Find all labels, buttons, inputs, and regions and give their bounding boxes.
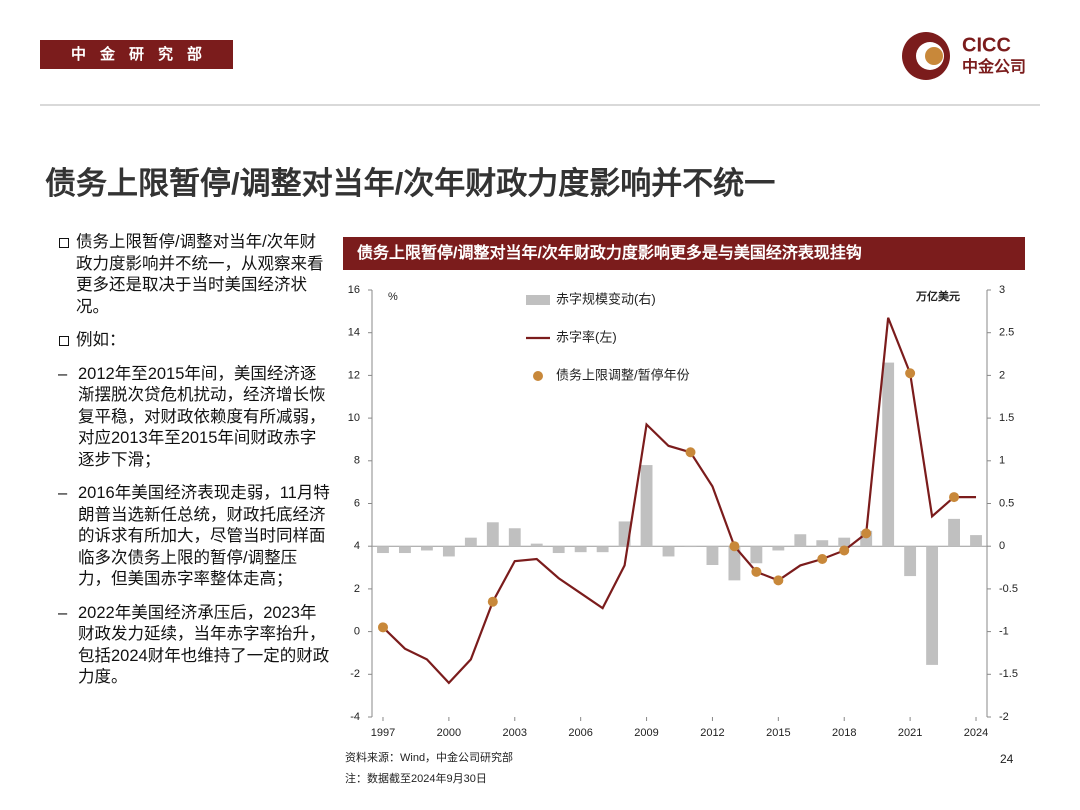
dot	[751, 566, 762, 577]
bar	[552, 546, 565, 554]
legend-label: 赤字率(左)	[556, 329, 617, 344]
page-number: 24	[1000, 752, 1014, 766]
bar	[794, 534, 807, 547]
bar	[399, 546, 411, 554]
x-tick-label: 2018	[832, 727, 856, 739]
logo-en: CICC	[962, 34, 1011, 56]
sub-bullet: 2012年至2015年间，美国经济逐渐摆脱次贷危机扰动，经济增长恢复平稳，对财政…	[58, 364, 330, 472]
bar	[860, 530, 873, 547]
x-tick-label: 2003	[503, 727, 527, 739]
bar	[464, 537, 477, 547]
bar	[904, 546, 917, 577]
dot	[839, 545, 850, 556]
slide-title: 债务上限暂停/调整对当年/次年财政力度影响并不统一	[45, 166, 776, 201]
logo: CICC 中金公司	[902, 32, 1026, 80]
bar	[574, 546, 587, 553]
y2-tick-label: 2.5	[999, 327, 1014, 339]
bar	[816, 540, 829, 547]
y-tick-label: 0	[354, 626, 360, 638]
bar	[442, 546, 455, 557]
y2-tick-label: -2	[999, 711, 1009, 723]
y2-tick-label: 3	[999, 284, 1005, 296]
x-tick-label: 1997	[371, 727, 395, 739]
x-tick-label: 2000	[437, 727, 461, 739]
dot	[685, 447, 696, 458]
dot	[487, 596, 498, 607]
y-tick-label: 8	[354, 455, 360, 467]
y-tick-label: -2	[350, 668, 360, 680]
bar	[706, 546, 719, 565]
sub-bullet: 2016年美国经济表现走弱，11月特朗普当选新任总统，财政托底经济的诉求有所加大…	[58, 483, 330, 591]
x-tick-label: 2012	[700, 727, 724, 739]
bar	[508, 528, 521, 547]
bar	[640, 465, 653, 547]
y2-tick-label: -1.5	[999, 668, 1018, 680]
y2-tick-label: 2	[999, 369, 1005, 381]
bar	[618, 521, 631, 547]
dot	[773, 575, 784, 586]
dot	[817, 554, 828, 565]
bar	[750, 546, 763, 564]
y-tick-label: 16	[348, 284, 360, 296]
bullet: 债务上限暂停/调整对当年/次年财政力度影响并不统一，从观察来看更多还是取决于当时…	[58, 232, 330, 318]
bar	[420, 546, 433, 551]
y2-tick-label: 0	[999, 540, 1005, 552]
bar	[684, 546, 697, 548]
y2-tick-label: 1	[999, 455, 1005, 467]
y-tick-label: 10	[348, 412, 360, 424]
bar	[772, 546, 785, 551]
y-axis-label: %	[388, 291, 398, 303]
y-tick-label: 6	[354, 497, 360, 509]
legend-swatch	[526, 295, 550, 305]
bar	[728, 546, 741, 581]
y2-tick-label: 1.5	[999, 412, 1014, 424]
y-tick-label: 14	[348, 327, 360, 339]
y2-tick-label: -0.5	[999, 583, 1018, 595]
bullet-list: 债务上限暂停/调整对当年/次年财政力度影响并不统一，从观察来看更多还是取决于当时…	[58, 232, 330, 701]
divider	[40, 104, 1040, 106]
bar	[948, 518, 960, 547]
dot	[949, 492, 960, 503]
y-tick-label: 2	[354, 583, 360, 595]
x-tick-label: 2006	[568, 727, 592, 739]
line	[382, 317, 977, 685]
bar	[838, 537, 851, 547]
note: 注：数据截至2024年9月30日	[345, 773, 487, 785]
chart-title: 债务上限暂停/调整对当年/次年财政力度影响更多是与美国经济表现挂钩	[343, 237, 1025, 270]
y-tick-label: 12	[348, 369, 360, 381]
bar	[596, 546, 609, 553]
dot	[861, 528, 872, 539]
legend-label: 债务上限调整/暂停年份	[556, 367, 690, 382]
logo-cn: 中金公司	[962, 57, 1026, 76]
y-tick-label: -4	[350, 711, 360, 723]
y2-axis-label: 万亿美元	[915, 289, 960, 303]
source: 资料来源：Wind，中金公司研究部	[345, 752, 514, 764]
bar	[377, 546, 389, 554]
bar	[970, 535, 982, 547]
sub-bullet: 2022年美国经济承压后，2023年财政发力延续，当年赤字率抬升，包括2024财…	[58, 603, 330, 689]
legend-swatch	[533, 371, 543, 381]
bar	[486, 522, 499, 547]
bullet: 例如：	[58, 330, 330, 352]
x-tick-label: 2024	[964, 727, 988, 739]
dot	[377, 622, 388, 633]
bar	[926, 546, 939, 665]
bar	[530, 543, 543, 547]
x-tick-label: 2015	[766, 727, 790, 739]
legend-label: 赤字规模变动(右)	[556, 291, 656, 306]
x-tick-label: 2009	[634, 727, 658, 739]
department-tag: 中金研究部	[40, 40, 233, 69]
dot	[729, 541, 740, 552]
bar	[882, 362, 895, 547]
y2-tick-label: 0.5	[999, 497, 1014, 509]
x-tick-label: 2021	[898, 727, 922, 739]
y2-tick-label: -1	[999, 626, 1009, 638]
y-tick-label: 4	[354, 540, 360, 552]
dot	[905, 368, 916, 379]
bar	[662, 546, 675, 557]
